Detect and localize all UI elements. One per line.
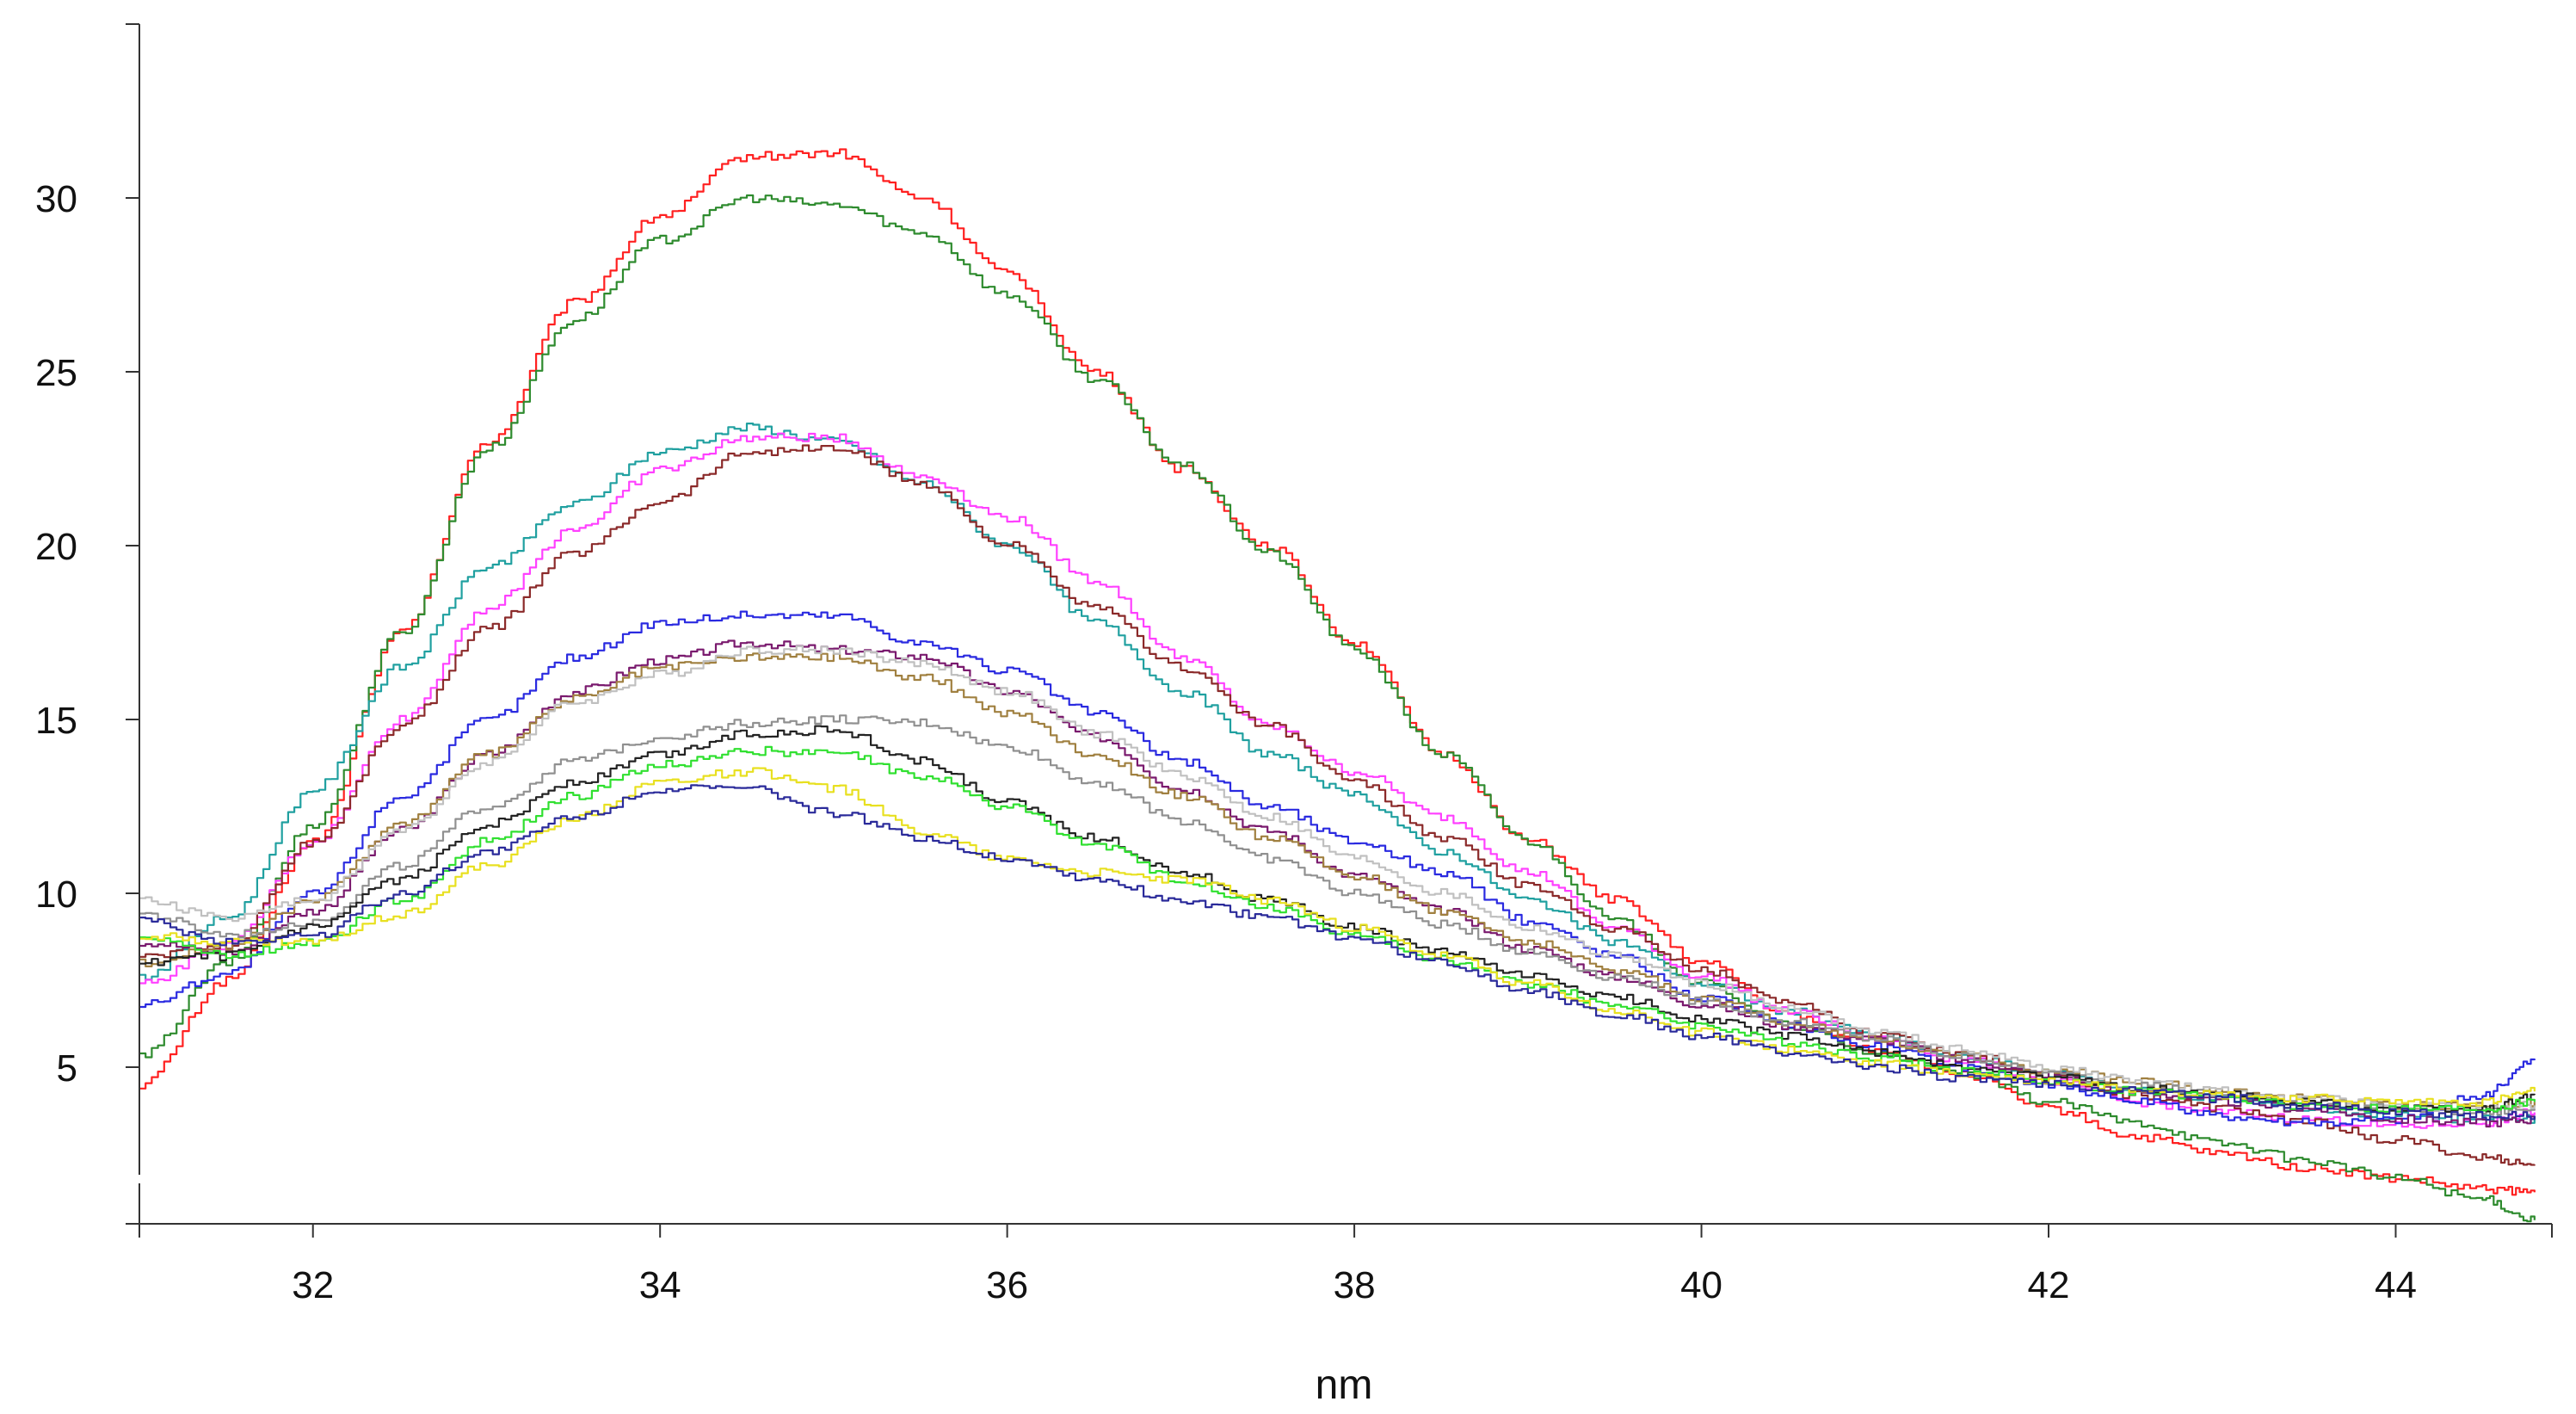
series-line-2: [139, 194, 2536, 1223]
x-axis-title: nm: [1316, 1362, 1373, 1408]
series-line-10: [139, 714, 2536, 1116]
series-line-13: [139, 767, 2536, 1108]
y-tick-label: 20: [35, 526, 77, 568]
y-tick-label: 25: [35, 352, 77, 394]
x-tick-label: 42: [2028, 1264, 2070, 1306]
series-line-7: [139, 639, 2536, 1128]
x-tick-label: 38: [1334, 1264, 1376, 1306]
y-tick-label: 5: [57, 1047, 77, 1090]
series-line-1: [139, 148, 2536, 1196]
series-line-11: [139, 725, 2536, 1113]
x-tick-label: 44: [2375, 1264, 2417, 1306]
x-tick-label: 36: [986, 1264, 1028, 1306]
series-line-4: [139, 432, 2536, 1129]
x-tick-label: 34: [639, 1264, 681, 1306]
series-line-9: [139, 645, 2536, 1114]
series-line-12: [139, 745, 2536, 1113]
y-tick-label: 15: [35, 700, 77, 742]
series-line-8: [139, 652, 2536, 1111]
series-line-5: [139, 444, 2536, 1166]
x-tick-label: 32: [292, 1264, 334, 1306]
y-tick-label: 10: [35, 874, 77, 916]
y-tick-label: 30: [35, 178, 77, 220]
series-line-6: [139, 610, 2536, 1127]
series-line-14: [139, 784, 2536, 1121]
series-layer: [139, 148, 2536, 1223]
axes-layer: 32 34 36 38 40 42 44 5 10 15 20 25 30: [35, 23, 2553, 1306]
x-tick-label: 40: [1680, 1264, 1722, 1306]
